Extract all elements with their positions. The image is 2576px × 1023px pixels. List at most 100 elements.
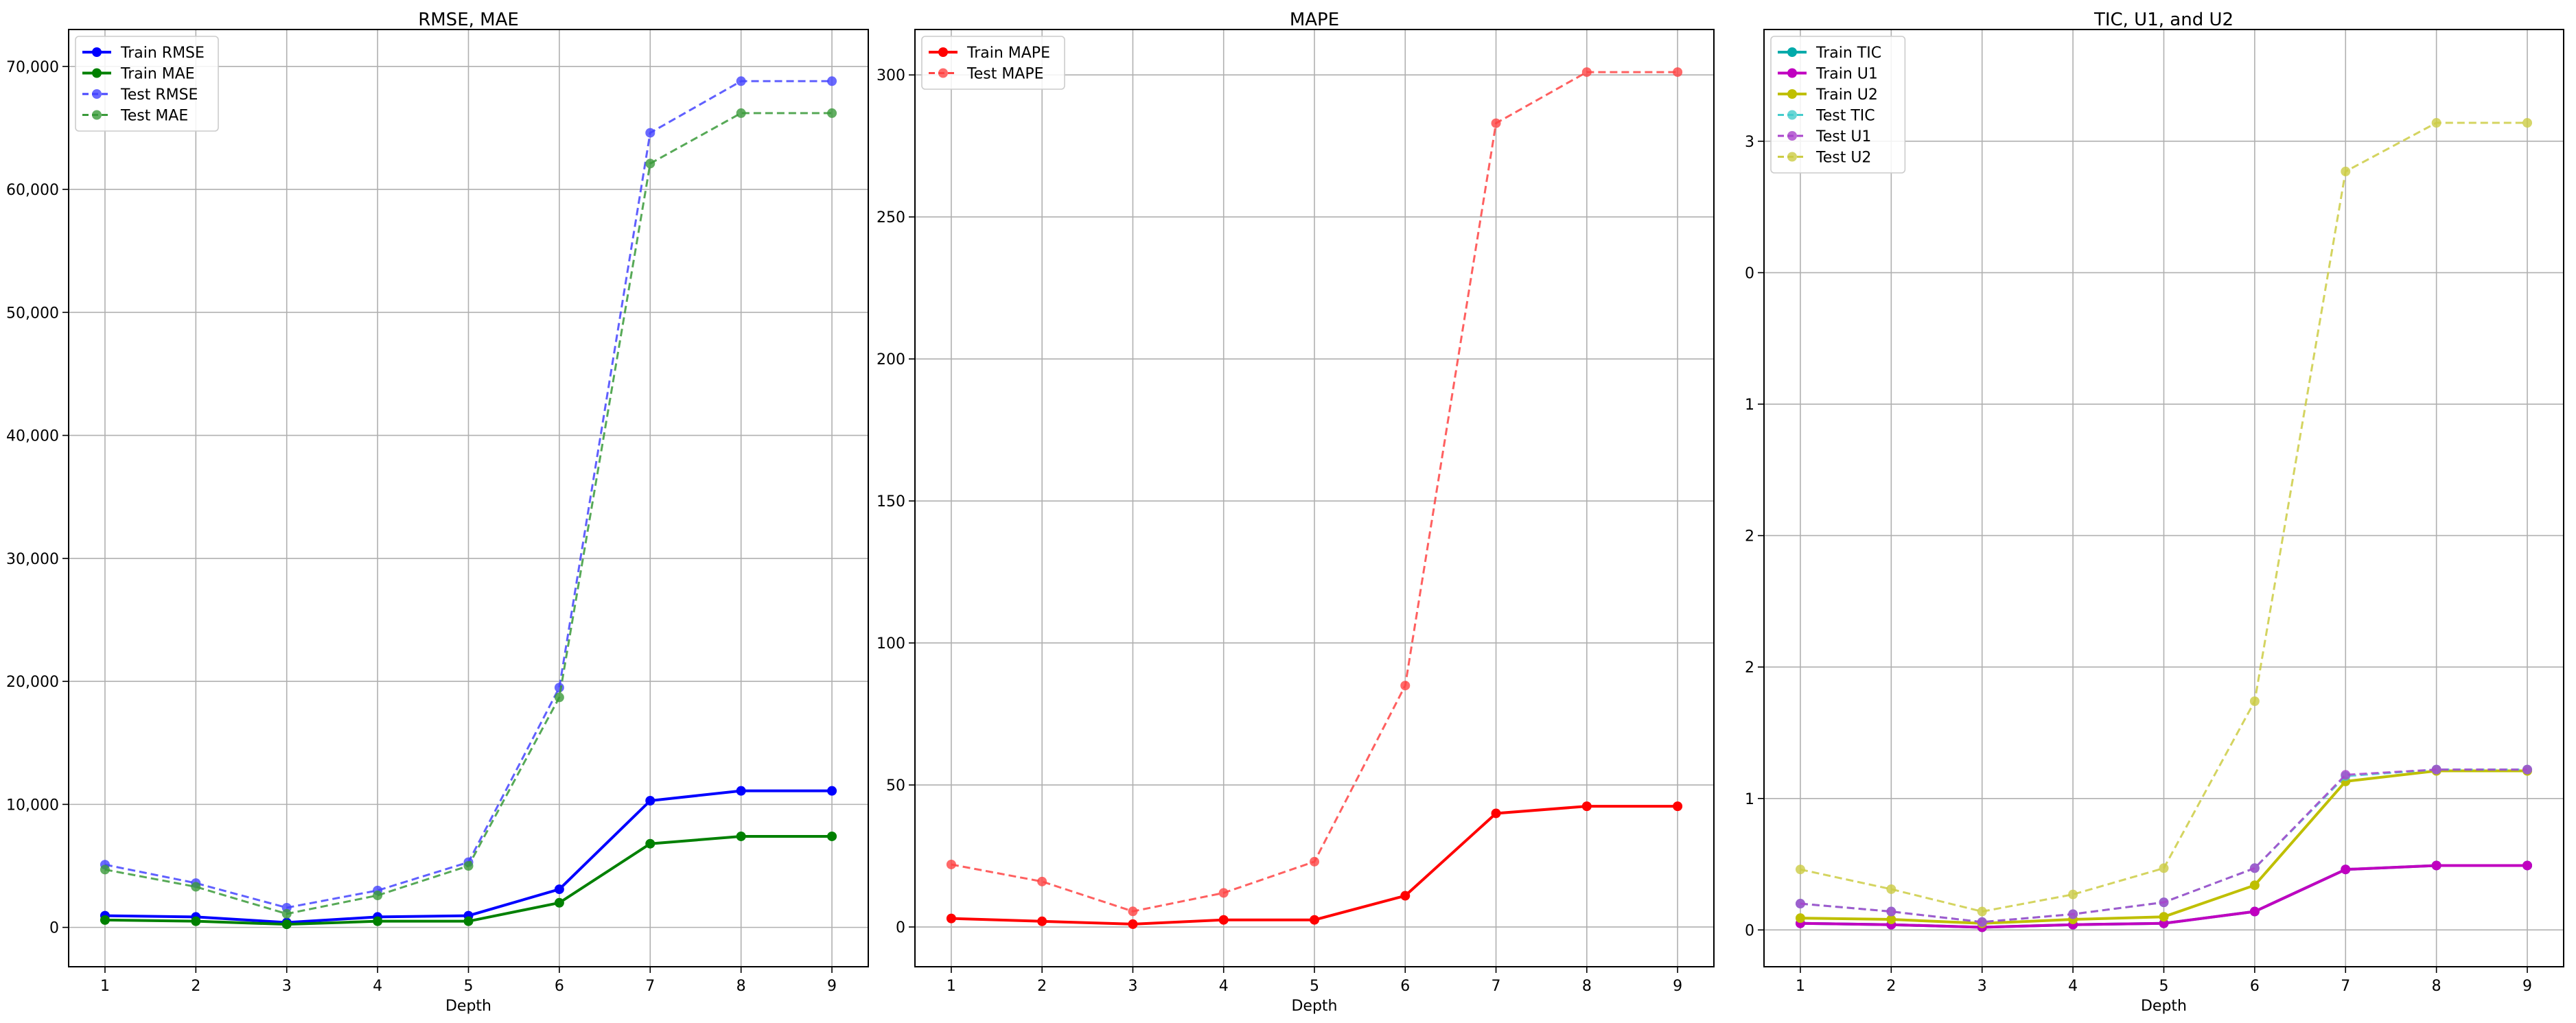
data-point	[645, 795, 655, 806]
data-point	[1310, 915, 1319, 925]
data-point	[2431, 118, 2441, 128]
data-point	[736, 831, 746, 841]
data-point	[736, 786, 746, 796]
legend-swatch-marker	[92, 89, 102, 99]
data-point	[2068, 889, 2078, 899]
legend: Train MAPE Test MAPE	[921, 36, 1065, 90]
data-point	[645, 128, 655, 138]
series-test-u2	[1795, 118, 2533, 917]
x-tick-label: 6	[2250, 978, 2260, 995]
axes-frame	[1763, 29, 2564, 967]
x-tick-label: 9	[1673, 978, 1682, 995]
data-point	[2341, 166, 2351, 176]
x-tick-label: 2	[191, 978, 200, 995]
data-point	[645, 838, 655, 849]
legend-swatch-marker	[1787, 47, 1797, 57]
legend-entry: Test RMSE	[120, 86, 198, 104]
legend-box	[1770, 36, 1906, 174]
data-point	[1795, 899, 1805, 909]
legend-swatch-marker	[938, 68, 948, 78]
data-point	[1037, 916, 1047, 926]
y-tick-label: 1	[1745, 791, 1754, 808]
legend-swatch-marker	[1787, 68, 1797, 78]
data-point	[2249, 863, 2260, 873]
x-tick-label: 8	[736, 978, 746, 995]
data-point	[2341, 865, 2351, 875]
data-point	[281, 919, 292, 930]
x-tick-label: 9	[2522, 978, 2532, 995]
legend-swatch-marker	[1787, 152, 1797, 162]
data-point	[1310, 856, 1319, 867]
data-point	[736, 76, 746, 86]
data-point	[2159, 897, 2169, 908]
data-point	[2249, 696, 2260, 706]
data-point	[1218, 888, 1229, 898]
grid	[915, 30, 1714, 967]
y-tick-label: 60,000	[6, 182, 59, 199]
data-point	[946, 859, 956, 869]
legend-box	[921, 36, 1065, 90]
legend-entry: Test U2	[1815, 150, 1871, 167]
y-tick-label: 70,000	[6, 59, 59, 76]
y-tick-label: 30,000	[6, 551, 59, 568]
x-tick-label: 4	[373, 978, 382, 995]
legend-entry: Test TIC	[1815, 108, 1875, 125]
x-tick-label: 1	[100, 978, 110, 995]
data-point	[554, 897, 564, 908]
y-tick-label: 50,000	[6, 305, 59, 322]
chart-panel-1: 1 2 3 4 5 6 7 8 9 0 10,000 20,000 30,000 40,000 50,000…	[6, 10, 869, 1015]
y-tick-label: 150	[877, 493, 905, 510]
series-test-mape	[946, 67, 1683, 917]
legend-entry: Train MAPE	[966, 45, 1050, 62]
legend-swatch-marker	[92, 47, 102, 57]
data-point	[2159, 912, 2169, 922]
data-point	[2159, 863, 2169, 873]
x-tick-label: 5	[1310, 978, 1319, 995]
data-point	[1886, 906, 1896, 917]
y-tick-label: 100	[877, 635, 905, 652]
legend-swatch-marker	[938, 47, 948, 57]
data-point	[1218, 915, 1229, 925]
data-point	[1977, 906, 1987, 917]
chart-title: MAPE	[1290, 10, 1339, 30]
data-point	[1400, 681, 1411, 691]
data-point	[827, 76, 837, 86]
legend-entry: Train MAE	[120, 66, 195, 83]
y-tick-label: 0	[1745, 265, 1754, 282]
data-point	[2431, 764, 2441, 775]
x-tick-label: 2	[1037, 978, 1047, 995]
legend-entry: Test MAE	[120, 108, 188, 125]
x-tick-label: 4	[2068, 978, 2078, 995]
data-point	[946, 913, 956, 924]
data-point	[2249, 906, 2260, 917]
chart-panel-2: 1 2 3 4 5 6 7 8 9 0 50 100 150 200 250 300 MAPE Depth Trai…	[877, 10, 1715, 1015]
data-point	[736, 108, 746, 118]
data-point	[2522, 764, 2533, 775]
data-point	[1581, 801, 1592, 812]
data-point	[1128, 906, 1138, 917]
y-tick-label: 1	[1745, 397, 1754, 414]
x-tick-label: 7	[2341, 978, 2350, 995]
data-point	[2159, 918, 2169, 928]
x-tick-label: 5	[464, 978, 474, 995]
grid	[69, 30, 868, 967]
y-tick-label: 20,000	[6, 674, 59, 691]
data-point	[1795, 913, 1805, 924]
data-point	[373, 916, 383, 926]
data-point	[463, 916, 474, 926]
legend-entry: Test U1	[1815, 128, 1871, 145]
x-tick-label: 8	[2432, 978, 2441, 995]
data-point	[1581, 67, 1592, 78]
legend-swatch-marker	[1787, 89, 1797, 99]
y-tick-label: 0	[896, 919, 905, 937]
data-point	[1491, 118, 1501, 128]
data-point	[827, 108, 837, 118]
data-point	[191, 916, 201, 926]
legend-swatch-marker	[92, 68, 102, 78]
data-point	[645, 158, 655, 169]
x-tick-label: 2	[1886, 978, 1896, 995]
data-point	[2522, 860, 2533, 871]
x-axis-label: Depth	[2141, 998, 2187, 1015]
legend-entry: Test MAPE	[966, 66, 1044, 83]
